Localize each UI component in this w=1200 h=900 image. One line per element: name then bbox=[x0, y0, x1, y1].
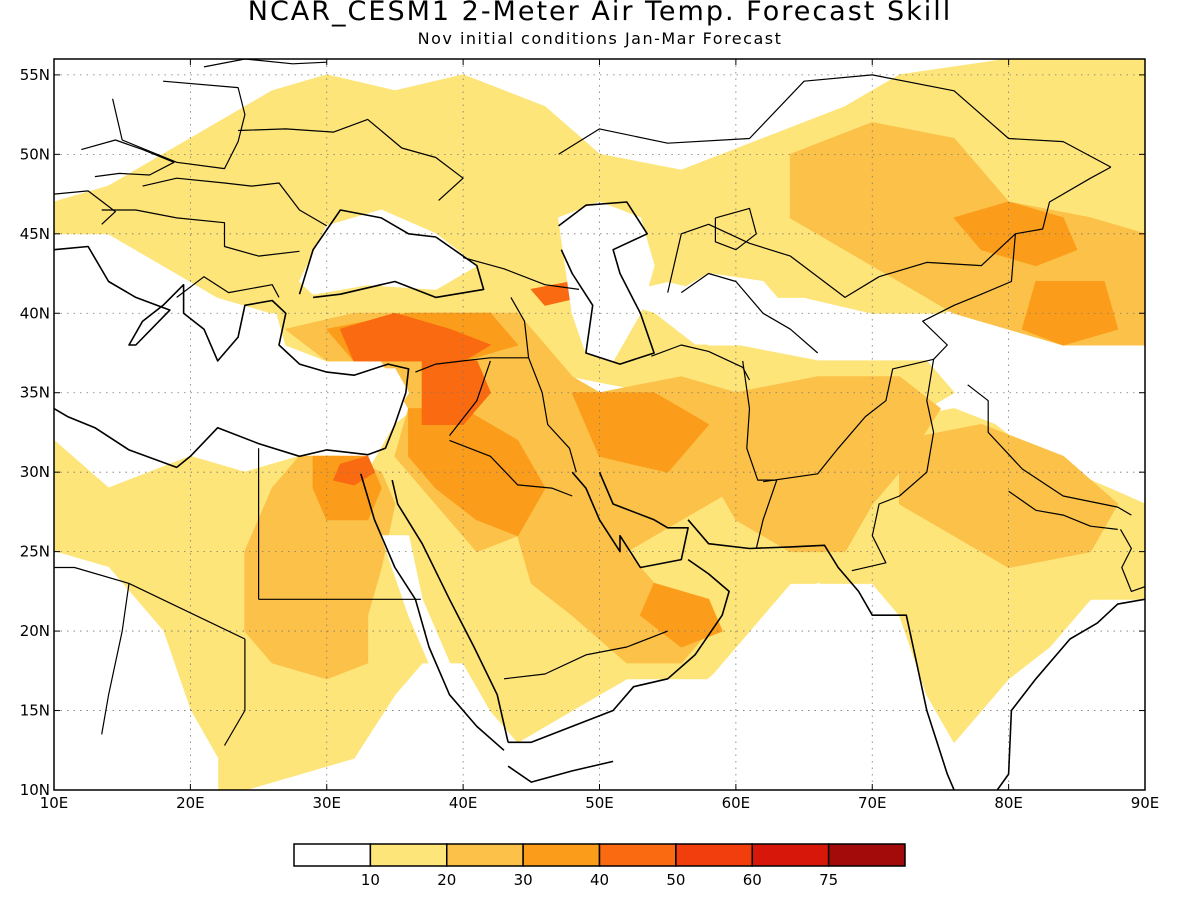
border-saudi-north bbox=[449, 439, 573, 497]
border-saudi-yemen bbox=[503, 630, 668, 680]
blank-region-arabian-sea bbox=[612, 582, 955, 790]
border-india-pak bbox=[851, 359, 935, 572]
border-kazakh-russia bbox=[558, 74, 1112, 168]
lat-tick-label: 15N bbox=[20, 702, 50, 720]
blank-region-bay-of-bengal bbox=[1008, 614, 1145, 790]
border-libya-algeria bbox=[54, 566, 246, 640]
border-poland-east bbox=[112, 80, 246, 170]
border-iraq-syria bbox=[449, 360, 491, 436]
skill-region-afghan-pak bbox=[708, 376, 941, 553]
border-nepal-india bbox=[1008, 490, 1118, 530]
border-iran-afghan bbox=[742, 360, 778, 549]
lat-tick-label: 35N bbox=[20, 384, 50, 402]
lon-tick-label: 50E bbox=[585, 794, 614, 812]
coastline-red-sea-coast-west bbox=[360, 473, 505, 751]
lon-tick-label: 10E bbox=[40, 794, 69, 812]
lat-tick-label: 45N bbox=[20, 225, 50, 243]
border-germany-czech bbox=[81, 139, 175, 178]
lat-tick-label: 30N bbox=[20, 463, 50, 481]
lon-tick-label: 20E bbox=[176, 794, 205, 812]
colorbar-swatch bbox=[293, 843, 372, 867]
colorbar: 10 20 30 40 50 60 75 bbox=[293, 843, 906, 889]
border-libya-sudan-chad bbox=[223, 639, 246, 746]
coastline-iran-pak-coast bbox=[687, 519, 955, 790]
lon-tick-label: 80E bbox=[994, 794, 1023, 812]
border-alps bbox=[54, 190, 117, 225]
coastlines-and-borders bbox=[54, 59, 1145, 790]
border-balkans-b bbox=[176, 276, 280, 298]
coastline-red-sea-coast-east bbox=[391, 479, 509, 743]
skill-region-oman-core bbox=[639, 582, 723, 648]
lat-tick-label: 40N bbox=[20, 304, 50, 322]
blank-region-horn-africa bbox=[489, 757, 614, 790]
coastline-med-north bbox=[54, 245, 410, 469]
colorbar-swatch bbox=[751, 843, 830, 867]
lat-tick-label: 50N bbox=[20, 145, 50, 163]
lon-tick-label: 30E bbox=[312, 794, 341, 812]
lon-tick-label: 40E bbox=[449, 794, 478, 812]
border-afghan-pak bbox=[763, 358, 934, 483]
lat-tick-label: 20N bbox=[20, 622, 50, 640]
coastline-india-east bbox=[996, 598, 1145, 790]
border-georgia-russia bbox=[462, 257, 580, 290]
colorbar-swatch bbox=[675, 843, 753, 867]
border-turkmen-iran bbox=[651, 344, 751, 381]
colorbar-label: 50 bbox=[666, 871, 685, 889]
blank-region-central-africa-west bbox=[54, 551, 219, 790]
border-turkey-syria bbox=[415, 357, 529, 373]
border-himalaya bbox=[967, 384, 1132, 516]
blank-region-red-sea-west bbox=[380, 535, 506, 752]
chart-subtitle: Nov initial conditions Jan-Mar Forecast bbox=[417, 29, 783, 48]
skill-region-anatolia-hot bbox=[339, 312, 491, 362]
coastline-caspian-coast bbox=[558, 201, 655, 365]
border-bangladesh bbox=[1119, 529, 1145, 593]
border-china-west bbox=[922, 233, 1016, 360]
colorbar-label: 20 bbox=[437, 871, 456, 889]
colorbar-swatch bbox=[827, 843, 906, 867]
border-hungary-romania bbox=[142, 177, 328, 227]
lon-tick-label: 70E bbox=[858, 794, 887, 812]
colorbar-swatch bbox=[369, 843, 448, 867]
border-iraq-iran bbox=[528, 357, 577, 473]
coastline-arabia-south bbox=[508, 558, 730, 744]
coastline-black-sea-coast bbox=[298, 209, 485, 299]
axis-ticks: 10E 20E 30E 40E 50E 60E 70E 80E 90E 10N 15N 20N 25N 3… bbox=[20, 59, 1160, 812]
colorbar-label: 60 bbox=[743, 871, 762, 889]
border-chad-west bbox=[101, 583, 130, 735]
border-turkmen-uzbek bbox=[680, 272, 819, 354]
graticule bbox=[54, 59, 1145, 790]
below-threshold-areas bbox=[54, 201, 1145, 790]
lon-tick-label: 90E bbox=[1131, 794, 1160, 812]
border-turkey-east bbox=[510, 297, 530, 358]
skill-region-tarim-core bbox=[1021, 281, 1119, 346]
colorbar-label: 30 bbox=[514, 871, 533, 889]
border-ukraine-belarus bbox=[238, 118, 464, 201]
border-aral-sea bbox=[714, 207, 757, 251]
border-baltic bbox=[203, 59, 327, 68]
coastline-gulf-coast bbox=[571, 471, 689, 569]
coastline-africa-horn bbox=[507, 760, 614, 783]
lat-tick-label: 55N bbox=[20, 66, 50, 84]
chart-title: NCAR_CESM1 2-Meter Air Temp. Forecast Sk… bbox=[247, 0, 953, 27]
colorbar-swatch bbox=[598, 843, 677, 867]
skill-region-egypt-hot bbox=[333, 455, 375, 486]
lat-tick-label: 25N bbox=[20, 543, 50, 561]
border-balkans-a bbox=[101, 209, 300, 257]
lon-tick-label: 60E bbox=[722, 794, 751, 812]
colorbar-label: 75 bbox=[819, 871, 838, 889]
colorbar-swatch bbox=[522, 843, 601, 867]
colorbar-swatch bbox=[446, 843, 524, 867]
colorbar-label: 40 bbox=[590, 871, 609, 889]
lat-tick-label: 10N bbox=[20, 781, 50, 799]
colorbar-label: 10 bbox=[361, 871, 380, 889]
